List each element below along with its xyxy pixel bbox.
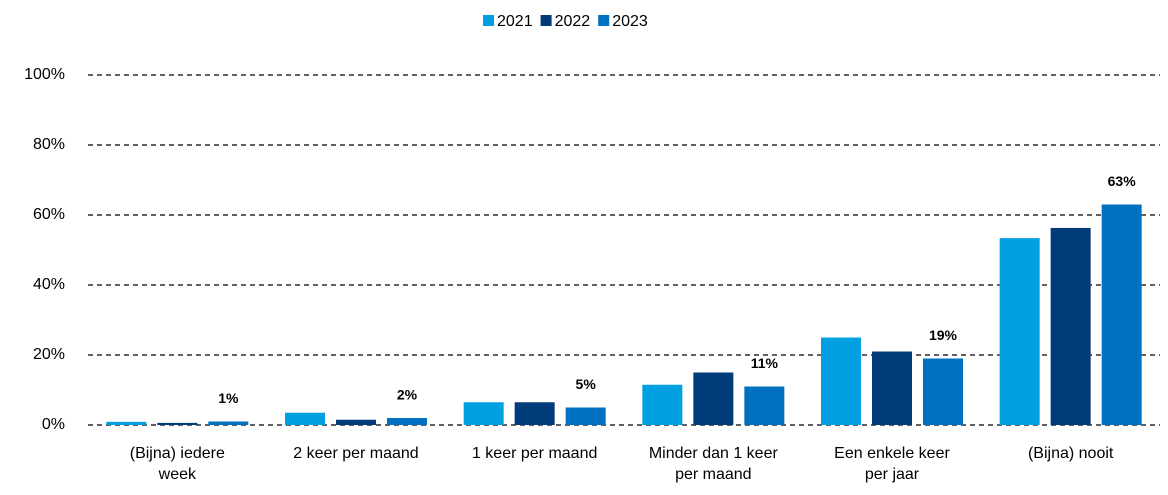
legend-label: 2022 — [555, 13, 591, 30]
bar — [744, 386, 785, 425]
bar — [336, 419, 376, 425]
bar — [463, 402, 504, 425]
legend-swatch — [483, 15, 494, 26]
bar — [1101, 204, 1142, 425]
bar — [208, 421, 249, 425]
legend-label: 2021 — [497, 13, 533, 30]
legend-swatch — [540, 15, 552, 26]
bar — [642, 384, 683, 425]
bar — [693, 372, 734, 425]
bar — [999, 238, 1040, 425]
bar — [157, 422, 198, 425]
value-label: 19% — [929, 327, 958, 343]
y-tick-label: 100% — [24, 66, 65, 83]
bar — [1050, 227, 1091, 425]
bar — [106, 421, 147, 425]
bar — [514, 402, 555, 425]
y-tick-label: 60% — [33, 206, 65, 223]
bar — [565, 407, 606, 425]
legend-label: 2023 — [612, 13, 648, 30]
y-tick-label: 0% — [42, 416, 65, 433]
value-label: 2% — [397, 387, 418, 403]
y-tick-label: 40% — [33, 276, 65, 293]
x-tick-label: (Bijna) iedere week — [129, 445, 225, 483]
bar — [923, 358, 963, 425]
y-tick-label: 20% — [33, 346, 65, 363]
value-label: 11% — [751, 355, 779, 371]
x-tick-label: (Bijna) nooit — [1027, 445, 1114, 462]
y-tick-label: 80% — [33, 136, 65, 153]
x-tick-label: Een enkele keer per jaar — [834, 445, 950, 483]
bar — [872, 351, 912, 425]
value-label: 5% — [576, 376, 597, 392]
value-label: 63% — [1108, 173, 1137, 189]
x-tick-label: 1 keer per maand — [471, 445, 598, 462]
x-tick-label: Minder dan 1 keer per maand — [648, 445, 778, 483]
bar — [285, 412, 325, 425]
bar — [387, 418, 427, 425]
legend-swatch — [598, 15, 610, 26]
bar — [821, 337, 861, 425]
value-label: 1% — [218, 390, 239, 406]
x-tick-label: 2 keer per maand — [293, 445, 419, 462]
